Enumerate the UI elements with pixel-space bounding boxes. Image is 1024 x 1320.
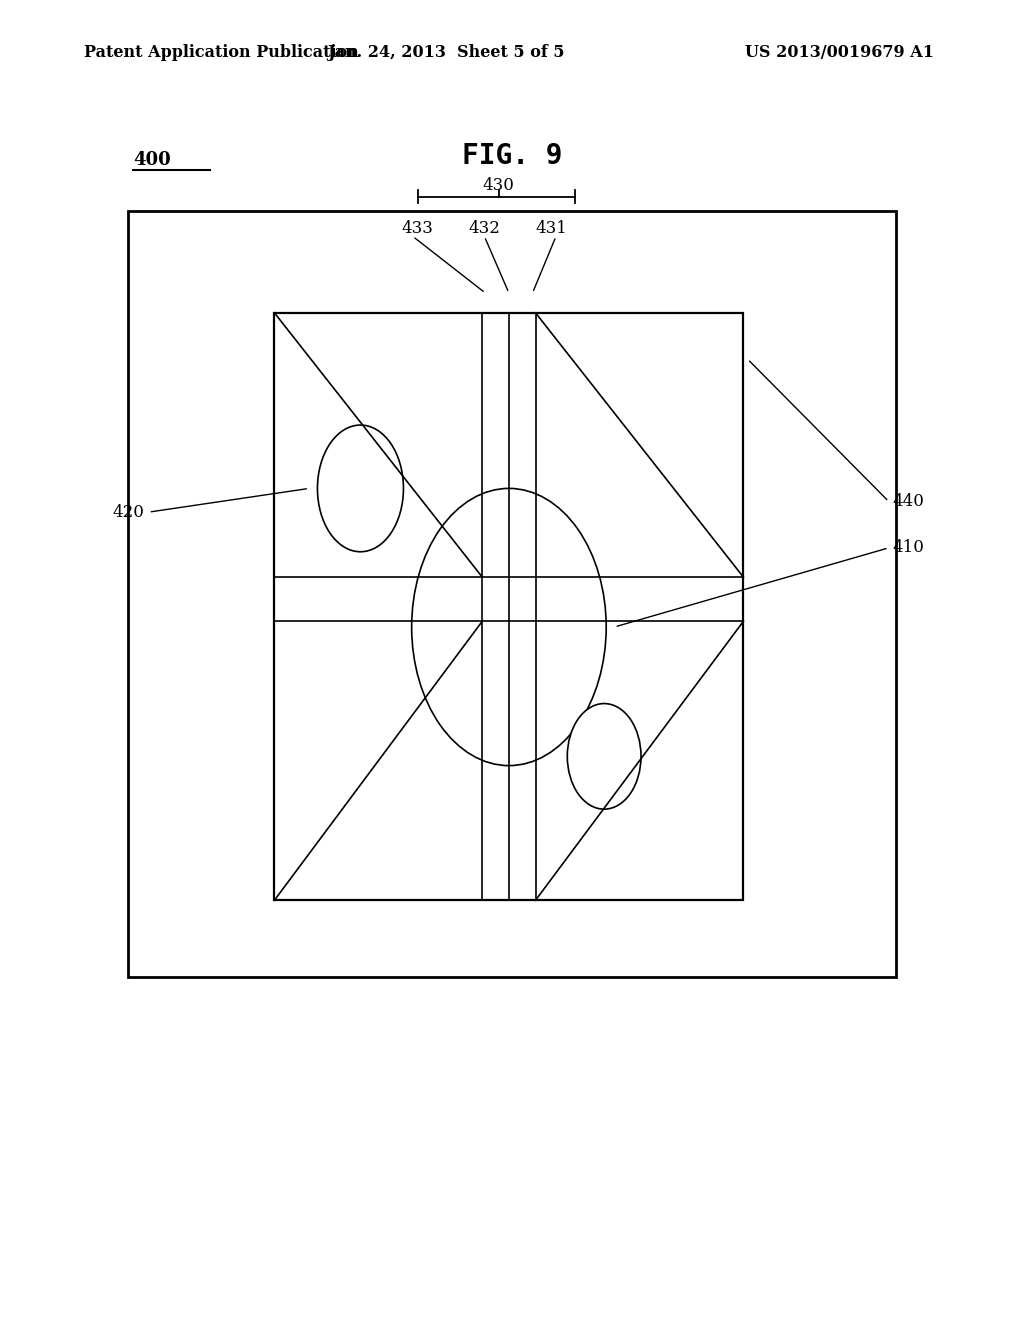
- Ellipse shape: [567, 704, 641, 809]
- Text: 440: 440: [893, 494, 925, 510]
- Text: 431: 431: [535, 220, 567, 238]
- Text: 410: 410: [893, 540, 925, 556]
- Bar: [274, 313, 743, 900]
- Ellipse shape: [317, 425, 403, 552]
- Text: 433: 433: [401, 220, 434, 238]
- Text: Jan. 24, 2013  Sheet 5 of 5: Jan. 24, 2013 Sheet 5 of 5: [327, 45, 564, 61]
- Bar: [128, 211, 896, 977]
- Text: 400: 400: [133, 150, 171, 169]
- Ellipse shape: [412, 488, 606, 766]
- Text: 432: 432: [468, 220, 501, 238]
- Text: Patent Application Publication: Patent Application Publication: [84, 45, 358, 61]
- Text: US 2013/0019679 A1: US 2013/0019679 A1: [745, 45, 934, 61]
- Text: 430: 430: [482, 177, 515, 194]
- Text: 420: 420: [113, 504, 144, 520]
- Text: FIG. 9: FIG. 9: [462, 141, 562, 170]
